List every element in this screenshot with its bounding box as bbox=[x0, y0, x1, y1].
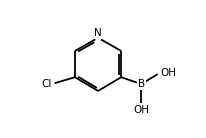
Text: B: B bbox=[138, 79, 145, 89]
Text: OH: OH bbox=[133, 105, 149, 115]
Text: Cl: Cl bbox=[41, 79, 52, 89]
Text: OH: OH bbox=[160, 68, 176, 78]
Text: N: N bbox=[94, 28, 102, 38]
